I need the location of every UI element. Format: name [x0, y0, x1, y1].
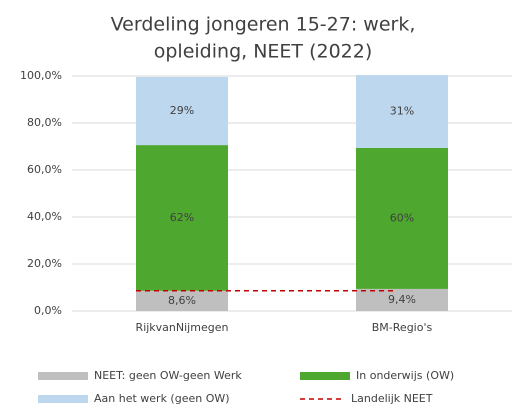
chart-title: opleiding, NEET (2022) [154, 41, 373, 63]
chart-title: Verdeling jongeren 15-27: werk, [111, 14, 416, 36]
bar-segment [356, 288, 448, 311]
bar-segment [136, 145, 228, 291]
legend-swatch [38, 372, 88, 380]
bar-segment [136, 290, 228, 311]
bar-segment [136, 76, 228, 146]
legend-label: In onderwijs (OW) [356, 369, 454, 382]
x-tick-label: RijkvanNijmegen [136, 321, 229, 334]
data-label: 31% [390, 104, 414, 117]
legend-label: Landelijk NEET [351, 392, 433, 405]
data-label: 60% [390, 211, 414, 224]
data-label: 9,4% [388, 293, 416, 306]
bar-segment [356, 75, 448, 148]
legend-swatch [300, 372, 350, 380]
bar-segment [356, 147, 448, 289]
y-tick-label: 100,0% [20, 69, 62, 82]
legend-swatch [38, 395, 88, 403]
y-tick-label: 20,0% [27, 257, 62, 270]
data-label: 62% [170, 211, 194, 224]
y-tick-label: 60,0% [27, 163, 62, 176]
y-tick-label: 80,0% [27, 116, 62, 129]
data-label: 29% [170, 104, 194, 117]
data-label: 8,6% [168, 294, 196, 307]
legend-label: Aan het werk (geen OW) [94, 392, 230, 405]
y-tick-label: 0,0% [34, 304, 62, 317]
x-tick-label: BM-Regio's [372, 321, 433, 334]
legend-label: NEET: geen OW-geen Werk [94, 369, 242, 382]
y-tick-label: 40,0% [27, 210, 62, 223]
